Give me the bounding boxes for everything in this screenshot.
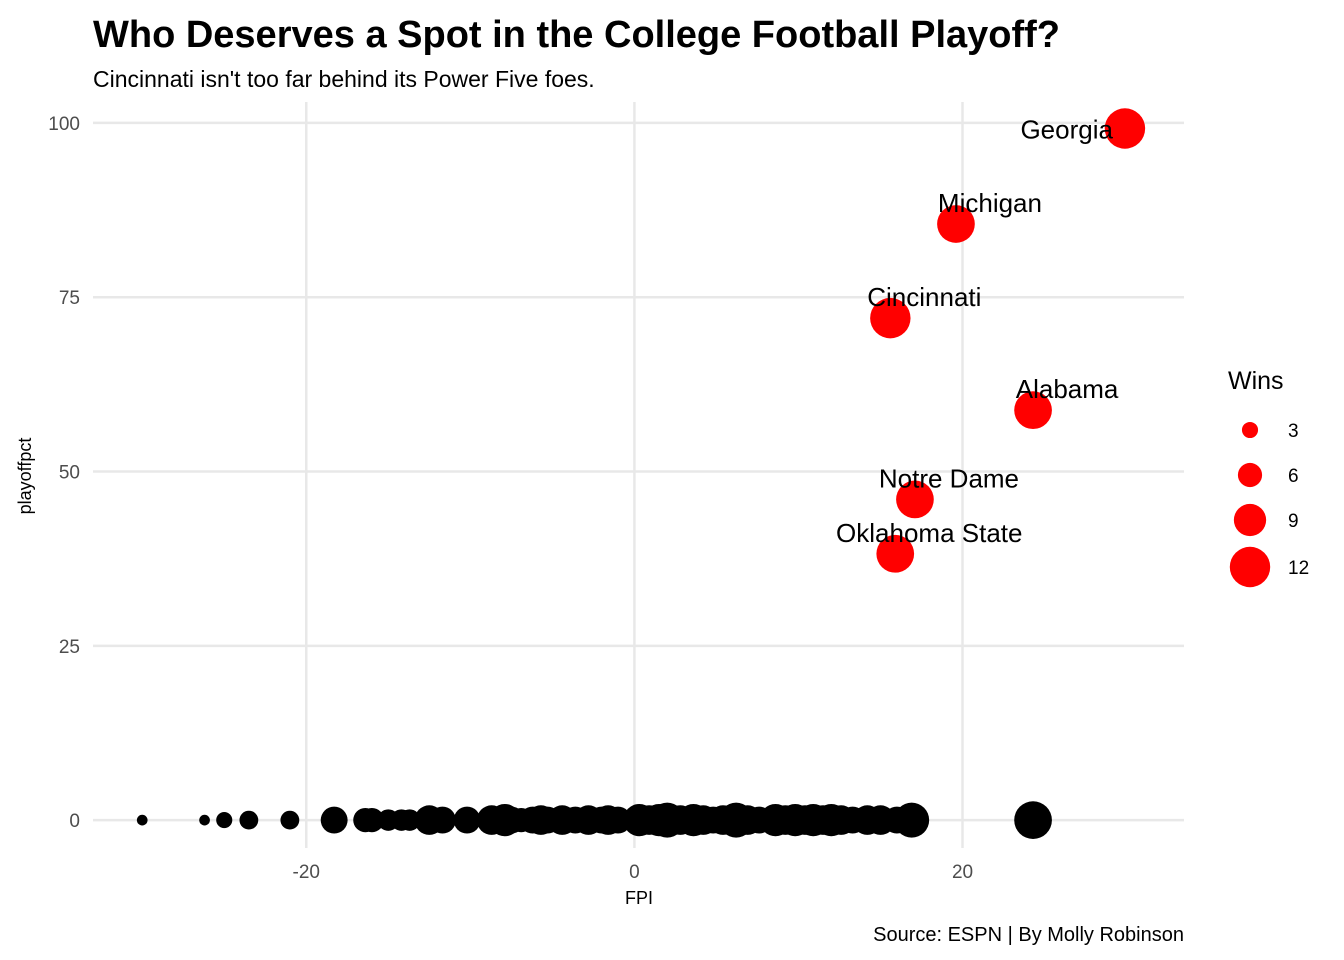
data-point-highlight [1014,391,1052,430]
data-point [136,814,148,826]
legend-key [1237,462,1263,488]
data-point [280,810,300,830]
y-tick-label: 75 [59,288,80,309]
chart-subtitle: Cincinnati isn't too far behind its Powe… [93,66,595,92]
legend-key [1229,546,1271,588]
x-tick-label: 0 [629,862,640,883]
grid-layer [93,102,1184,848]
chart-caption: Source: ESPN | By Molly Robinson [873,924,1184,946]
y-tick-label: 100 [48,114,80,135]
data-point [453,806,481,834]
legend-key [1233,503,1267,537]
data-point-highlight [896,480,934,519]
x-axis-title: FPI [625,888,653,908]
x-tick-label: -20 [293,862,320,883]
y-tick-label: 50 [59,463,80,484]
chart-title: Who Deserves a Spot in the College Footb… [93,14,1060,56]
data-point [320,806,348,834]
data-point [398,809,421,831]
data-point [428,806,456,834]
x-tick-label: 20 [952,862,973,883]
point-label: Michigan [938,188,1042,218]
point-labels: Georgia Michigan Cincinnati Alabama Notre Da… [836,114,1119,547]
point-label: Oklahoma State [836,518,1022,548]
size-legend: Wins 3 6 9 12 [1228,367,1309,588]
y-axis-title: playoffpct [15,438,35,515]
data-point-highlight [1104,108,1146,149]
legend-key [1241,421,1259,439]
data-point [1014,801,1052,839]
point-label: Notre Dame [879,463,1019,493]
data-point-highlight [937,205,975,243]
point-label: Alabama [1016,374,1119,404]
legend-label: 6 [1288,466,1299,487]
y-tick-label: 25 [59,637,80,658]
y-tick-label: 0 [69,811,80,832]
data-point-highlight [876,534,915,573]
legend-label: 9 [1288,511,1299,532]
legend-label: 3 [1288,421,1299,442]
x-axis-ticks: -20 0 20 [293,862,974,883]
data-point [216,812,233,829]
points-other-teams [136,801,1052,839]
legend-items: 3 6 9 12 [1229,421,1309,588]
y-axis-ticks: 0 25 50 75 100 [48,114,80,832]
point-label: Georgia [1020,114,1113,144]
data-point [359,808,385,833]
data-point [239,810,259,830]
point-label: Cincinnati [867,282,981,312]
legend-label: 12 [1288,558,1309,579]
data-point-highlight [870,297,911,339]
data-point [894,802,930,838]
legend-title: Wins [1228,367,1284,395]
points-highlighted-teams [870,108,1146,573]
data-point [199,814,210,826]
